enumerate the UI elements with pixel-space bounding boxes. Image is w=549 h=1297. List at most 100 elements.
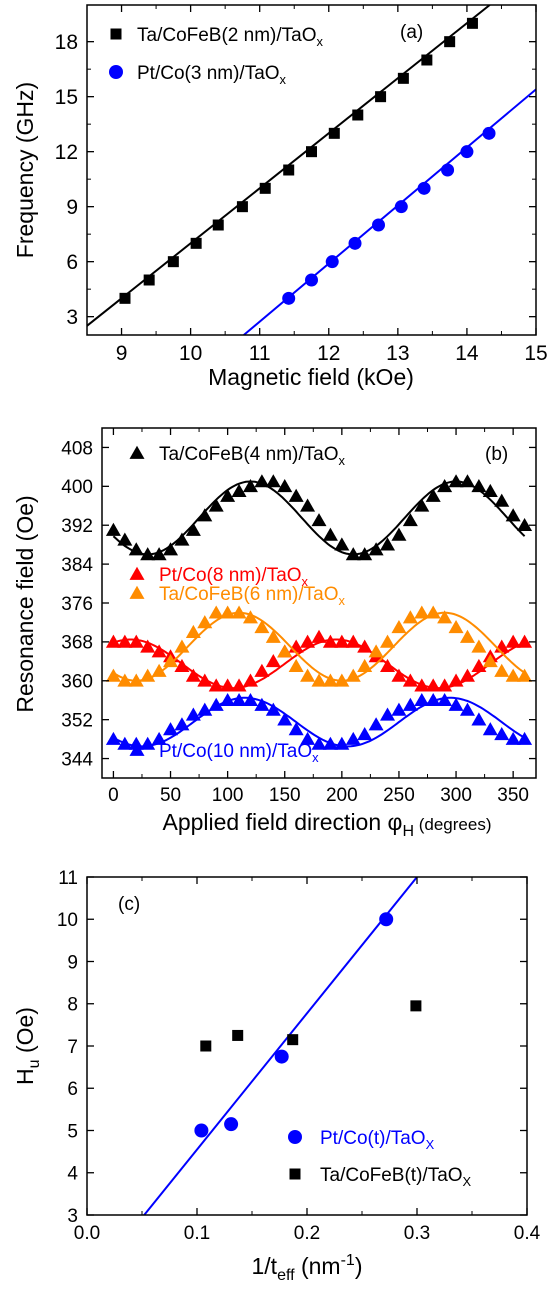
data-point bbox=[242, 673, 258, 687]
y-tick-label: 400 bbox=[61, 477, 93, 498]
data-point bbox=[265, 702, 281, 716]
data-point bbox=[494, 726, 510, 741]
data-point bbox=[311, 629, 327, 643]
data-point bbox=[494, 663, 510, 677]
legend-label-sub: x bbox=[312, 750, 319, 765]
y-tick-label: 9 bbox=[66, 196, 78, 219]
data-point bbox=[394, 200, 408, 214]
data-point bbox=[505, 508, 521, 522]
data-point bbox=[300, 634, 316, 648]
data-point bbox=[471, 712, 487, 726]
legend-label: Pt/Co(8 nm)/TaOx bbox=[159, 565, 309, 589]
data-point bbox=[208, 697, 224, 711]
y-tick-label: 15 bbox=[55, 86, 78, 109]
data-point bbox=[105, 731, 121, 745]
data-point bbox=[471, 658, 487, 673]
data-point bbox=[283, 164, 295, 176]
y-tick-label: 10 bbox=[57, 910, 78, 931]
x-tick-label: 350 bbox=[497, 785, 529, 806]
y-tick-label: 384 bbox=[61, 555, 93, 576]
x-axis-label-tail: (nm bbox=[295, 1253, 341, 1279]
data-point bbox=[197, 615, 213, 629]
data-point bbox=[505, 731, 521, 745]
x-axis-label-sub: eff bbox=[277, 1267, 295, 1284]
data-point bbox=[117, 673, 133, 687]
data-point bbox=[517, 731, 533, 745]
legend-label-main: Ta/CoFeB(6 nm)/TaO bbox=[159, 584, 339, 605]
data-point bbox=[128, 736, 144, 750]
data-point bbox=[357, 726, 373, 741]
data-point bbox=[425, 605, 441, 619]
data-point bbox=[372, 218, 386, 232]
legend-label-sub: x bbox=[339, 593, 346, 608]
data-point bbox=[185, 522, 201, 536]
plot-frame bbox=[86, 4, 537, 336]
y-tick-label: 360 bbox=[61, 672, 93, 693]
legend-label: Pt/Co(10 nm)/TaOx bbox=[159, 741, 319, 765]
y-tick-label: 7 bbox=[67, 1037, 78, 1058]
data-point bbox=[357, 547, 373, 561]
legend-label-main: Pt/Co(3 nm)/TaO bbox=[137, 63, 280, 84]
data-point bbox=[117, 736, 133, 750]
data-point bbox=[306, 146, 317, 158]
data-point bbox=[231, 678, 247, 692]
data-point bbox=[348, 236, 362, 250]
data-point bbox=[242, 692, 258, 707]
data-point bbox=[322, 634, 338, 648]
series-0 bbox=[105, 474, 533, 561]
data-point bbox=[334, 736, 350, 750]
data-point bbox=[357, 658, 373, 673]
data-point bbox=[345, 731, 361, 745]
data-point bbox=[448, 474, 464, 488]
data-point bbox=[368, 644, 384, 658]
data-point bbox=[143, 274, 155, 286]
data-point bbox=[220, 605, 236, 619]
x-tick-label: 100 bbox=[212, 785, 244, 806]
data-point bbox=[274, 1049, 289, 1064]
data-point bbox=[259, 182, 271, 194]
data-point bbox=[265, 474, 281, 488]
data-point bbox=[311, 736, 327, 750]
data-point bbox=[151, 663, 167, 677]
data-point bbox=[140, 736, 156, 750]
data-point bbox=[482, 654, 498, 668]
data-point bbox=[380, 634, 396, 648]
x-tick-label: 0.2 bbox=[294, 1223, 320, 1244]
data-point bbox=[254, 620, 270, 634]
data-point bbox=[471, 639, 487, 653]
data-point bbox=[220, 488, 236, 502]
data-point bbox=[425, 488, 441, 502]
x-tick-label: 9 bbox=[116, 342, 128, 365]
data-point bbox=[236, 201, 248, 213]
data-point bbox=[391, 527, 407, 541]
data-point bbox=[402, 610, 418, 624]
data-point bbox=[167, 256, 179, 268]
y-tick-label: 6 bbox=[67, 1079, 78, 1100]
data-point bbox=[282, 291, 296, 305]
data-point bbox=[163, 542, 179, 556]
data-point bbox=[352, 109, 364, 121]
legend-label-sub: X bbox=[463, 1174, 472, 1189]
data-point bbox=[105, 522, 121, 536]
legend-label-main: Pt/Co(8 nm)/TaO bbox=[159, 565, 302, 586]
data-point bbox=[380, 658, 396, 673]
data-point bbox=[197, 508, 213, 522]
data-point bbox=[448, 620, 464, 634]
data-point bbox=[345, 668, 361, 682]
data-point bbox=[174, 658, 190, 673]
y-axis-label-sub: u bbox=[26, 1059, 43, 1068]
x-tick-label: 11 bbox=[249, 342, 271, 365]
series-2 bbox=[105, 605, 533, 687]
x-tick-label: 14 bbox=[455, 342, 479, 365]
data-point bbox=[334, 673, 350, 687]
data-point bbox=[311, 673, 327, 687]
x-axis-label-sup: -1 bbox=[341, 1252, 355, 1269]
data-point bbox=[212, 219, 224, 231]
data-point bbox=[414, 605, 430, 619]
legend-label: Pt/Co(3 nm)/TaOx bbox=[137, 63, 287, 87]
legend-marker bbox=[129, 585, 145, 599]
y-axis-label: Frequency (GHz) bbox=[12, 82, 38, 258]
data-point bbox=[200, 1040, 212, 1052]
data-point bbox=[174, 717, 190, 731]
